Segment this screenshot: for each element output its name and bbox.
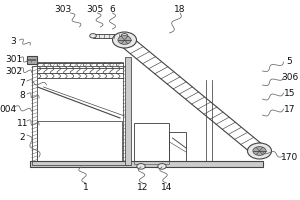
Text: 306: 306 (281, 72, 298, 82)
Circle shape (90, 34, 96, 38)
Text: 8: 8 (20, 92, 26, 100)
Circle shape (248, 143, 272, 159)
Text: 17: 17 (284, 104, 295, 114)
Bar (37, 121, 122, 161)
Text: 5: 5 (286, 58, 292, 66)
Bar (169, 132, 186, 161)
Circle shape (121, 34, 128, 38)
Circle shape (137, 164, 145, 169)
Text: 3: 3 (11, 38, 16, 46)
Bar (134, 123, 169, 161)
Text: 1: 1 (82, 182, 88, 192)
Bar (124, 57, 131, 165)
Text: 301: 301 (5, 55, 22, 64)
Text: 302: 302 (5, 66, 22, 75)
Bar (27, 56, 37, 64)
Circle shape (112, 32, 136, 48)
Text: 170: 170 (281, 154, 298, 162)
Circle shape (253, 147, 266, 155)
Bar (93, 34, 124, 38)
Bar (30, 161, 262, 167)
Bar (32, 161, 128, 165)
Text: 14: 14 (161, 182, 172, 192)
Circle shape (158, 164, 166, 169)
Text: 6: 6 (110, 4, 116, 14)
Bar (32, 66, 37, 161)
Text: 004: 004 (0, 104, 17, 114)
Text: 7: 7 (20, 78, 26, 88)
Text: 305: 305 (86, 4, 103, 14)
Text: 12: 12 (137, 182, 148, 192)
Bar (134, 161, 169, 164)
Bar (37, 62, 123, 66)
Circle shape (118, 36, 131, 44)
Text: 15: 15 (284, 88, 295, 98)
Text: 303: 303 (54, 4, 72, 14)
Text: 2: 2 (20, 132, 25, 142)
Text: 11: 11 (17, 118, 28, 128)
Bar (123, 66, 128, 161)
Text: 18: 18 (174, 4, 186, 14)
